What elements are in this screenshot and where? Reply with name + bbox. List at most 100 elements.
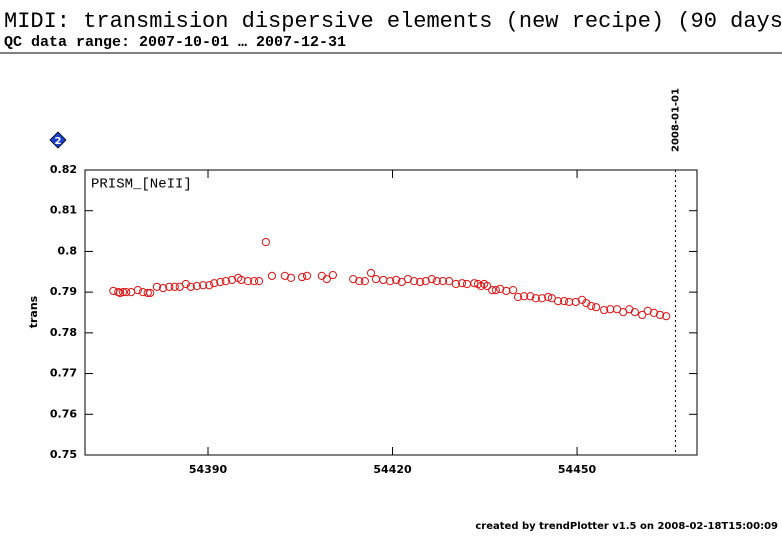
- point: [587, 301, 596, 311]
- point: [227, 275, 237, 285]
- chart-title: MIDI: transmision dispersive elements (n…: [4, 9, 782, 34]
- point: [322, 275, 331, 284]
- point: [582, 299, 591, 308]
- point: [427, 275, 437, 284]
- point: [170, 282, 179, 291]
- point: [385, 277, 395, 286]
- point: [267, 271, 277, 280]
- point: [127, 288, 136, 297]
- point: [470, 279, 479, 288]
- point: [181, 279, 190, 289]
- point: [526, 292, 535, 301]
- point: [192, 281, 202, 291]
- point: [445, 277, 454, 286]
- point: [280, 271, 289, 280]
- y-tick-label: 0.76: [50, 407, 77, 420]
- point: [421, 277, 430, 286]
- y-tick-label: 0.79: [50, 285, 77, 298]
- point: [392, 275, 401, 285]
- point: [483, 281, 492, 291]
- y-tick-label: 0.78: [50, 326, 77, 339]
- point: [513, 292, 523, 302]
- point: [115, 288, 125, 298]
- point: [360, 277, 369, 286]
- point: [462, 279, 472, 289]
- plot-frame: [84, 169, 698, 456]
- point: [438, 277, 448, 286]
- point: [553, 297, 563, 306]
- x-tick-label: 54450: [558, 463, 597, 476]
- point: [638, 310, 647, 320]
- point: [560, 297, 569, 306]
- point: [261, 237, 270, 247]
- badge-label: 2: [55, 136, 62, 147]
- y-axis-label: trans: [27, 295, 40, 328]
- point: [250, 277, 259, 286]
- point: [491, 286, 500, 295]
- point: [630, 307, 639, 317]
- point: [451, 279, 460, 289]
- point: [409, 277, 419, 286]
- point: [371, 275, 381, 284]
- point: [143, 288, 152, 298]
- point: [488, 286, 497, 295]
- point: [254, 277, 264, 286]
- point: [496, 284, 505, 293]
- point: [152, 282, 162, 291]
- badge: 2: [49, 131, 67, 149]
- point: [298, 272, 307, 282]
- badge-diamond: [49, 131, 67, 149]
- point: [508, 286, 518, 295]
- chart-subtitle: QC data range: 2007-10-01 … 2007-12-31: [4, 34, 346, 51]
- point: [302, 271, 312, 280]
- point: [592, 303, 601, 312]
- x-tick-label: 54390: [189, 463, 228, 476]
- point: [109, 286, 118, 296]
- point: [243, 277, 253, 286]
- x-tick-label: 54420: [373, 463, 412, 476]
- date-marker-label: 2008-01-01: [670, 88, 681, 152]
- point: [571, 297, 580, 307]
- point: [286, 273, 296, 282]
- point: [537, 294, 547, 303]
- point: [366, 268, 376, 278]
- point: [379, 275, 388, 285]
- point: [649, 308, 659, 318]
- point: [119, 288, 128, 297]
- y-tick-label: 0.77: [50, 367, 77, 380]
- y-tick-label: 0.81: [50, 204, 77, 217]
- footer: created by trendPlotter v1.5 on 2008-02-…: [475, 521, 778, 532]
- point: [216, 277, 225, 287]
- point: [643, 306, 652, 315]
- point: [520, 292, 529, 301]
- point: [531, 294, 540, 303]
- point: [355, 277, 364, 286]
- point: [502, 286, 511, 296]
- point: [662, 312, 671, 321]
- point: [403, 275, 413, 284]
- point: [133, 286, 142, 295]
- y-tick-label: 0.8: [58, 244, 78, 257]
- point: [432, 277, 441, 286]
- y-tick-label: 0.75: [50, 448, 77, 461]
- point: [198, 281, 208, 290]
- point: [600, 305, 609, 315]
- point: [457, 279, 467, 288]
- panel-label: PRISM_[NeII]: [91, 177, 192, 193]
- point: [159, 283, 168, 293]
- point: [349, 275, 358, 284]
- point: [210, 279, 219, 288]
- point: [564, 297, 574, 307]
- point: [625, 305, 634, 314]
- point: [416, 277, 425, 287]
- point: [544, 292, 553, 302]
- point: [165, 282, 174, 291]
- point: [146, 288, 155, 298]
- point: [328, 270, 337, 280]
- point: [205, 281, 214, 290]
- point: [122, 288, 131, 297]
- y-tick-label: 0.82: [50, 163, 77, 176]
- point: [221, 277, 230, 286]
